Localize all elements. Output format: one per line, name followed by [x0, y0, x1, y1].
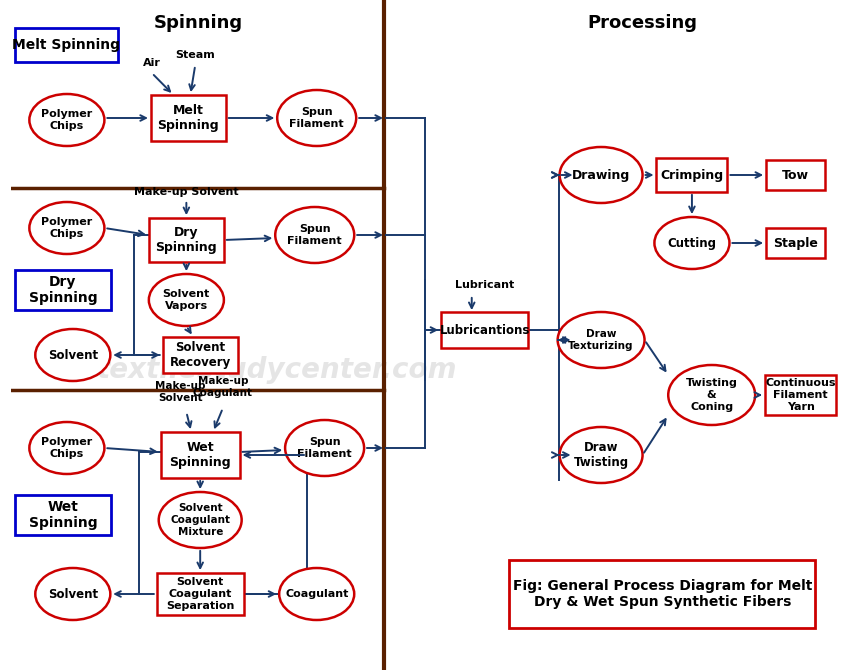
Text: Melt Spinning: Melt Spinning: [12, 38, 120, 52]
Text: Steam: Steam: [176, 50, 215, 60]
Ellipse shape: [29, 94, 104, 146]
Text: Spinning: Spinning: [153, 14, 243, 32]
Text: Solvent
Coagulant
Mixture: Solvent Coagulant Mixture: [170, 503, 230, 537]
Ellipse shape: [667, 365, 754, 425]
Text: Solvent: Solvent: [48, 348, 98, 362]
Text: Solvent
Coagulant
Separation: Solvent Coagulant Separation: [166, 578, 234, 610]
Text: Draw
Twisting: Draw Twisting: [573, 441, 628, 469]
FancyBboxPatch shape: [148, 218, 223, 262]
Text: Spun
Filament: Spun Filament: [289, 107, 343, 129]
Text: Fig: General Process Diagram for Melt
Dry & Wet Spun Synthetic Fibers: Fig: General Process Diagram for Melt Dr…: [512, 579, 811, 609]
Text: Melt
Spinning: Melt Spinning: [158, 104, 219, 132]
FancyBboxPatch shape: [765, 228, 824, 258]
Text: textilestudycenter.com: textilestudycenter.com: [97, 356, 457, 384]
Text: Continuous
Filament
Yarn: Continuous Filament Yarn: [764, 379, 835, 411]
Ellipse shape: [35, 329, 110, 381]
Ellipse shape: [279, 568, 354, 620]
Text: Solvent
Recovery: Solvent Recovery: [170, 341, 231, 369]
Text: Polymer
Chips: Polymer Chips: [41, 109, 92, 131]
FancyBboxPatch shape: [440, 312, 527, 348]
FancyBboxPatch shape: [764, 375, 835, 415]
Ellipse shape: [35, 568, 110, 620]
Ellipse shape: [559, 147, 642, 203]
Text: Polymer
Chips: Polymer Chips: [41, 438, 92, 459]
Text: Staple: Staple: [772, 237, 817, 249]
Text: Air: Air: [142, 58, 160, 68]
Text: Make-up
Coagulant: Make-up Coagulant: [193, 377, 252, 398]
Text: Wet
Spinning: Wet Spinning: [170, 441, 231, 469]
Text: Drawing: Drawing: [572, 168, 630, 182]
Ellipse shape: [653, 217, 728, 269]
Text: Make-up
Solvent: Make-up Solvent: [155, 381, 205, 403]
Text: Tow: Tow: [781, 168, 809, 182]
Ellipse shape: [148, 274, 223, 326]
Ellipse shape: [158, 492, 241, 548]
Ellipse shape: [29, 422, 104, 474]
Ellipse shape: [285, 420, 364, 476]
Text: Coagulant: Coagulant: [285, 589, 348, 599]
Text: Solvent
Vapors: Solvent Vapors: [163, 289, 210, 311]
Text: Spun
Filament: Spun Filament: [287, 224, 342, 246]
Text: Wet
Spinning: Wet Spinning: [29, 500, 97, 530]
Text: Make-up Solvent: Make-up Solvent: [134, 187, 239, 197]
FancyBboxPatch shape: [765, 160, 824, 190]
FancyBboxPatch shape: [160, 432, 239, 478]
Text: Twisting
&
Coning: Twisting & Coning: [685, 379, 737, 411]
Text: Processing: Processing: [587, 14, 697, 32]
FancyBboxPatch shape: [509, 560, 815, 628]
Ellipse shape: [29, 202, 104, 254]
Ellipse shape: [277, 90, 356, 146]
FancyBboxPatch shape: [14, 28, 118, 62]
Text: Dry
Spinning: Dry Spinning: [29, 275, 97, 305]
Text: Lubricant: Lubricant: [454, 280, 514, 290]
FancyBboxPatch shape: [656, 158, 727, 192]
Ellipse shape: [559, 427, 642, 483]
Text: Dry
Spinning: Dry Spinning: [155, 226, 217, 254]
Text: Spun
Filament: Spun Filament: [297, 438, 352, 459]
Text: Draw
Texturizing: Draw Texturizing: [567, 329, 633, 351]
FancyBboxPatch shape: [163, 337, 238, 373]
Text: Solvent: Solvent: [48, 588, 98, 600]
FancyBboxPatch shape: [151, 95, 226, 141]
FancyBboxPatch shape: [14, 495, 112, 535]
FancyBboxPatch shape: [14, 270, 112, 310]
Ellipse shape: [275, 207, 354, 263]
Text: Lubricantions: Lubricantions: [439, 324, 529, 336]
FancyBboxPatch shape: [157, 573, 244, 615]
Ellipse shape: [557, 312, 644, 368]
Text: Cutting: Cutting: [666, 237, 716, 249]
Text: Polymer
Chips: Polymer Chips: [41, 217, 92, 239]
Text: Crimping: Crimping: [659, 168, 722, 182]
